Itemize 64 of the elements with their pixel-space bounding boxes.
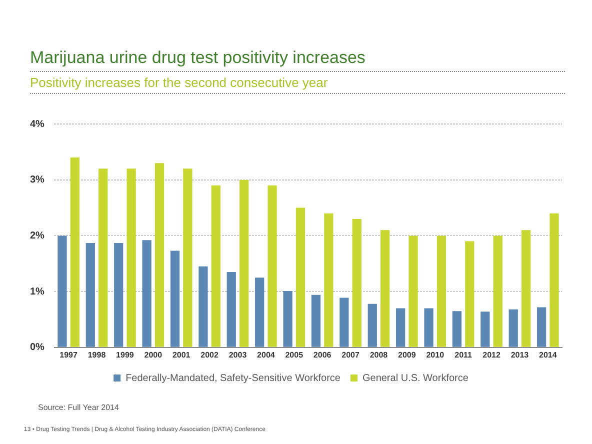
x-tick-label: 1998: [88, 350, 106, 360]
bar: [368, 304, 377, 347]
x-tick-label: 2002: [200, 350, 219, 360]
bar: [480, 312, 490, 347]
x-tick-label: 2000: [144, 350, 163, 360]
bar: [324, 213, 334, 347]
bar: [70, 158, 80, 347]
legend-label: General U.S. Workforce: [362, 372, 469, 384]
bar: [352, 218, 362, 347]
y-tick-label: 4%: [30, 118, 45, 130]
x-tick-label: 1999: [116, 350, 134, 360]
bar: [311, 294, 321, 347]
bar: [340, 298, 349, 347]
x-tick-label: 2004: [257, 350, 276, 360]
x-tick-label: 2011: [454, 350, 473, 360]
bar: [296, 208, 306, 347]
x-tick-label: 2008: [370, 350, 388, 360]
x-tick-label: 2003: [228, 350, 248, 360]
x-tick-label: 2012: [482, 350, 501, 360]
bar: [536, 307, 546, 347]
legend-label: Federally-Mandated, Safety-Sensitive Workforce: [126, 372, 341, 384]
bar: [154, 163, 164, 347]
bar: [550, 213, 559, 347]
bar: [226, 272, 236, 347]
bar: [396, 308, 406, 347]
x-tick-label: 2007: [342, 350, 360, 360]
bar: [98, 168, 108, 347]
y-tick-label: 0%: [30, 342, 45, 354]
bar: [380, 230, 390, 347]
bar: [170, 250, 180, 347]
x-tick-label: 1997: [60, 350, 78, 360]
bar: [521, 230, 531, 347]
bar: [268, 185, 277, 347]
x-tick-label: 2010: [426, 350, 445, 360]
bar: [198, 266, 208, 347]
chart-subtitle: Positivity increases for the second consecutive year: [30, 75, 565, 94]
bar: [86, 242, 95, 347]
source-note: Source: Full Year 2014: [38, 403, 119, 412]
x-tick-label: 2001: [172, 350, 191, 360]
bar: [142, 240, 152, 347]
bar: [240, 180, 249, 347]
bar: [283, 290, 292, 347]
x-tick-label: 2014: [539, 350, 558, 360]
bar: [408, 236, 418, 347]
bar: [493, 236, 502, 347]
y-tick-label: 3%: [30, 174, 45, 186]
bar: [508, 309, 518, 347]
chart-title: Marijuana urine drug test positivity increases: [30, 48, 565, 72]
bar: [436, 236, 446, 347]
x-tick-label: 2013: [510, 350, 530, 360]
x-tick-label: 2006: [313, 350, 332, 360]
bar: [126, 168, 136, 347]
bar: [424, 308, 434, 347]
bar: [211, 185, 220, 347]
bar: [452, 311, 462, 347]
x-tick-label: 2005: [285, 350, 304, 360]
y-tick-label: 1%: [30, 286, 45, 298]
bar: [183, 168, 192, 347]
bar: [255, 278, 264, 347]
bar: [58, 236, 67, 347]
bar: [114, 242, 124, 347]
x-tick-label: 2009: [398, 350, 416, 360]
bar: [465, 241, 474, 347]
y-tick-label: 2%: [30, 230, 45, 242]
